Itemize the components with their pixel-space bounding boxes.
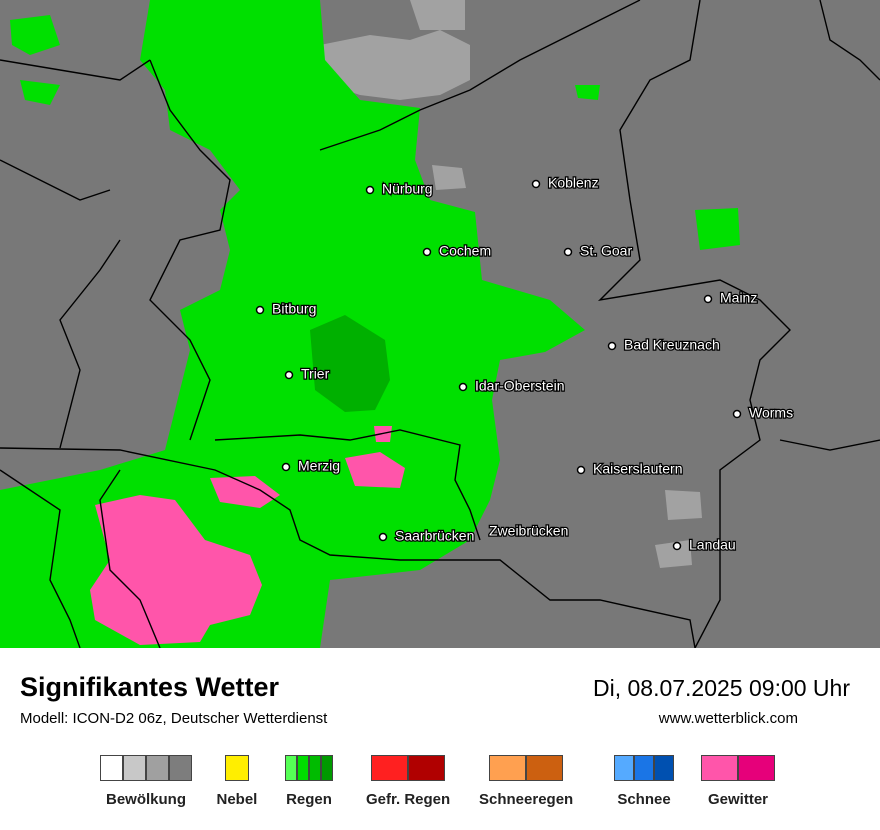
city-label: Saarbrücken (395, 528, 474, 544)
swatch (309, 755, 321, 781)
title: Signifikantes Wetter (20, 672, 280, 702)
city-label: Trier (301, 366, 330, 382)
swatch (100, 755, 123, 781)
legend-swatches (224, 755, 249, 781)
legend-label: Nebel (216, 791, 258, 808)
city-dot (672, 541, 682, 551)
legend-item: Schneeregen (479, 755, 573, 808)
city-dot (732, 409, 742, 419)
swatch (169, 755, 192, 781)
city-dot (576, 465, 586, 475)
swatch (297, 755, 309, 781)
borders (0, 0, 880, 648)
cities: Nürburg Koblenz Cochem St. Goar Mainz Bitburg… (255, 173, 794, 554)
swatch (146, 755, 169, 781)
city-label: Cochem (439, 243, 491, 259)
city-dot (365, 185, 375, 195)
map: Nürburg Koblenz Cochem St. Goar Mainz Bitburg… (0, 0, 880, 648)
city-dot (284, 370, 294, 380)
legend-item: Gewitter (701, 755, 775, 808)
city-dot (281, 462, 291, 472)
city-label: Idar-Oberstein (475, 378, 564, 394)
city-label: Merzig (298, 458, 340, 474)
datetime: Di, 08.07.2025 09:00 Uhr (592, 675, 850, 701)
legend-item: Schnee (614, 755, 674, 808)
swatch (489, 755, 527, 781)
legend-label: Schneeregen (479, 791, 574, 808)
legend-swatches (285, 755, 333, 781)
swatch (371, 755, 409, 781)
legend-swatches (489, 755, 564, 781)
legend-label: Schnee (617, 791, 671, 808)
swatch (634, 755, 654, 781)
city-label: Landau (689, 537, 736, 553)
city-dot (255, 305, 265, 315)
legend-item: Regen (285, 755, 333, 808)
city-label: Nürburg (382, 181, 433, 197)
city-dot (422, 247, 432, 257)
city-dot (531, 179, 541, 189)
swatch (701, 755, 738, 781)
city-label: Zweibrücken (489, 523, 568, 539)
city-dot (378, 532, 388, 542)
city-label: Kaiserslautern (593, 461, 683, 477)
cloud-areas (320, 0, 702, 568)
legend-item: Bewölkung (100, 755, 192, 808)
city-dot (703, 294, 713, 304)
swatch (738, 755, 775, 781)
city-label: Worms (749, 405, 793, 421)
heavy-rain (310, 315, 390, 412)
legend-label: Regen (286, 791, 332, 808)
city-label: Bitburg (272, 301, 316, 317)
city-label: Bad Kreuznach (624, 337, 720, 353)
legend-item: Gefr. Regen (366, 755, 450, 808)
swatch (285, 755, 297, 781)
legend-swatches (371, 755, 446, 781)
swatch (321, 755, 333, 781)
website: www.wetterblick.com (658, 710, 798, 727)
swatch (614, 755, 634, 781)
legend-label: Gefr. Regen (366, 791, 451, 808)
city-label: Koblenz (548, 175, 599, 191)
city-dot (563, 247, 573, 257)
legend-swatches (614, 755, 674, 781)
city-label: St. Goar (580, 243, 632, 259)
legend-swatches (701, 755, 775, 781)
model-info: Modell: ICON-D2 06z, Deutscher Wetterdie… (20, 710, 328, 727)
city-label: Mainz (720, 290, 757, 306)
legend-swatches (100, 755, 192, 781)
legend-label: Bewölkung (105, 791, 186, 808)
swatch (224, 755, 249, 781)
legend-item: Nebel (216, 755, 258, 808)
swatch (654, 755, 674, 781)
city-dot (607, 341, 617, 351)
city-dot (458, 382, 468, 392)
swatch (408, 755, 446, 781)
swatch (526, 755, 564, 781)
rain-areas (0, 0, 740, 648)
swatch (123, 755, 146, 781)
legend-label: Gewitter (707, 791, 768, 808)
thunderstorm-areas (90, 426, 405, 645)
